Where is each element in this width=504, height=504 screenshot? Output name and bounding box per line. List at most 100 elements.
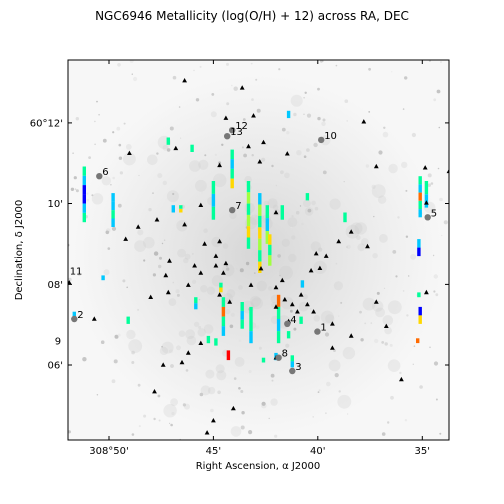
background-star (406, 314, 409, 317)
metallicity-pixel (111, 210, 115, 219)
metallicity-pixel (226, 350, 231, 361)
region-label: 2 (77, 310, 83, 321)
background-star (169, 126, 174, 131)
region-marker (71, 315, 78, 323)
triangle-marker (192, 263, 197, 268)
background-star (364, 322, 367, 325)
triangle-marker (330, 345, 335, 350)
metallicity-pixel (246, 214, 251, 227)
triangle-marker (213, 263, 219, 268)
background-star (338, 315, 340, 317)
region-label: 4 (290, 315, 296, 326)
galaxy-knot (207, 386, 216, 395)
background-star (324, 332, 330, 337)
triangle-marker (182, 222, 187, 227)
triangle-marker (336, 238, 342, 244)
metallicity-pixel (82, 185, 86, 195)
background-star (118, 143, 122, 147)
galaxy-knot (147, 154, 158, 166)
galaxy-knot (198, 159, 209, 170)
metallicity-pixel (249, 319, 253, 332)
galaxy-knot (375, 307, 385, 318)
metallicity-pixel (194, 297, 198, 304)
background-star (373, 215, 375, 218)
background-star (309, 308, 312, 310)
background-star (199, 392, 204, 397)
background-star (435, 398, 438, 401)
metallicity-pixel (72, 311, 76, 319)
background-star (279, 274, 281, 277)
background-star (111, 226, 117, 231)
background-star (123, 122, 126, 125)
galaxy-knot (184, 253, 191, 260)
background-star (239, 268, 244, 273)
background-star (405, 189, 408, 192)
triangle-marker (261, 139, 266, 145)
background-star (443, 220, 448, 225)
x-tick-label: 40' (310, 446, 325, 457)
triangle-marker (273, 284, 279, 290)
metallicity-pixel (418, 306, 422, 316)
background-star (359, 310, 362, 314)
background-star (100, 340, 105, 345)
triangle-marker (373, 299, 379, 304)
galaxy-knot (176, 345, 181, 351)
triangle-marker (227, 299, 233, 304)
background-star (112, 131, 115, 134)
background-star (427, 183, 431, 187)
x-tick-label: 35' (415, 446, 430, 457)
galaxy-knot (355, 235, 361, 241)
background-star (439, 197, 443, 202)
metallicity-pixel (240, 302, 244, 311)
region-label: 7 (235, 201, 241, 212)
galaxy-knot (304, 207, 314, 216)
background-star (430, 182, 434, 185)
background-star (72, 152, 74, 154)
metallicity-pixel (190, 144, 194, 152)
background-star (303, 97, 305, 99)
marker-points (68, 78, 449, 435)
galaxy-knot (256, 280, 267, 292)
galaxy-knot (105, 228, 111, 233)
triangle-marker (204, 430, 210, 435)
background-star (243, 153, 248, 158)
galaxy-knot (161, 341, 174, 354)
metallicity-pixel (240, 319, 244, 329)
metallicity-pixel (126, 316, 130, 324)
background-star (412, 363, 414, 365)
background-star (230, 312, 235, 317)
region-label: 3 (295, 362, 301, 373)
galaxy-knot (203, 228, 208, 233)
galaxy-knot (302, 294, 308, 300)
galaxy-knot (291, 235, 296, 240)
galaxy-knot (166, 190, 179, 203)
background-star (233, 377, 237, 380)
galaxy-knot (203, 324, 214, 334)
background-star (413, 345, 416, 348)
background-star (286, 131, 290, 135)
background-star (220, 263, 223, 266)
galaxy-knot (197, 328, 206, 337)
background-star (334, 373, 339, 378)
background-star (111, 379, 116, 384)
background-star (129, 60, 134, 63)
background-star (236, 251, 238, 254)
galaxy-knot (212, 173, 227, 188)
metallicity-pixel (166, 137, 170, 145)
background-star (226, 102, 230, 106)
background-star (322, 170, 327, 175)
galaxy-knot (230, 426, 242, 437)
background-star (156, 152, 159, 155)
background-star (255, 325, 260, 329)
background-star (68, 277, 72, 282)
galaxy-disk (73, 75, 443, 435)
background-star (270, 373, 275, 378)
galaxy-knot (222, 264, 235, 277)
background-star (233, 86, 238, 91)
background-star (171, 411, 175, 416)
background-star (271, 379, 274, 382)
triangle-marker (298, 292, 304, 297)
background-star (303, 155, 307, 158)
